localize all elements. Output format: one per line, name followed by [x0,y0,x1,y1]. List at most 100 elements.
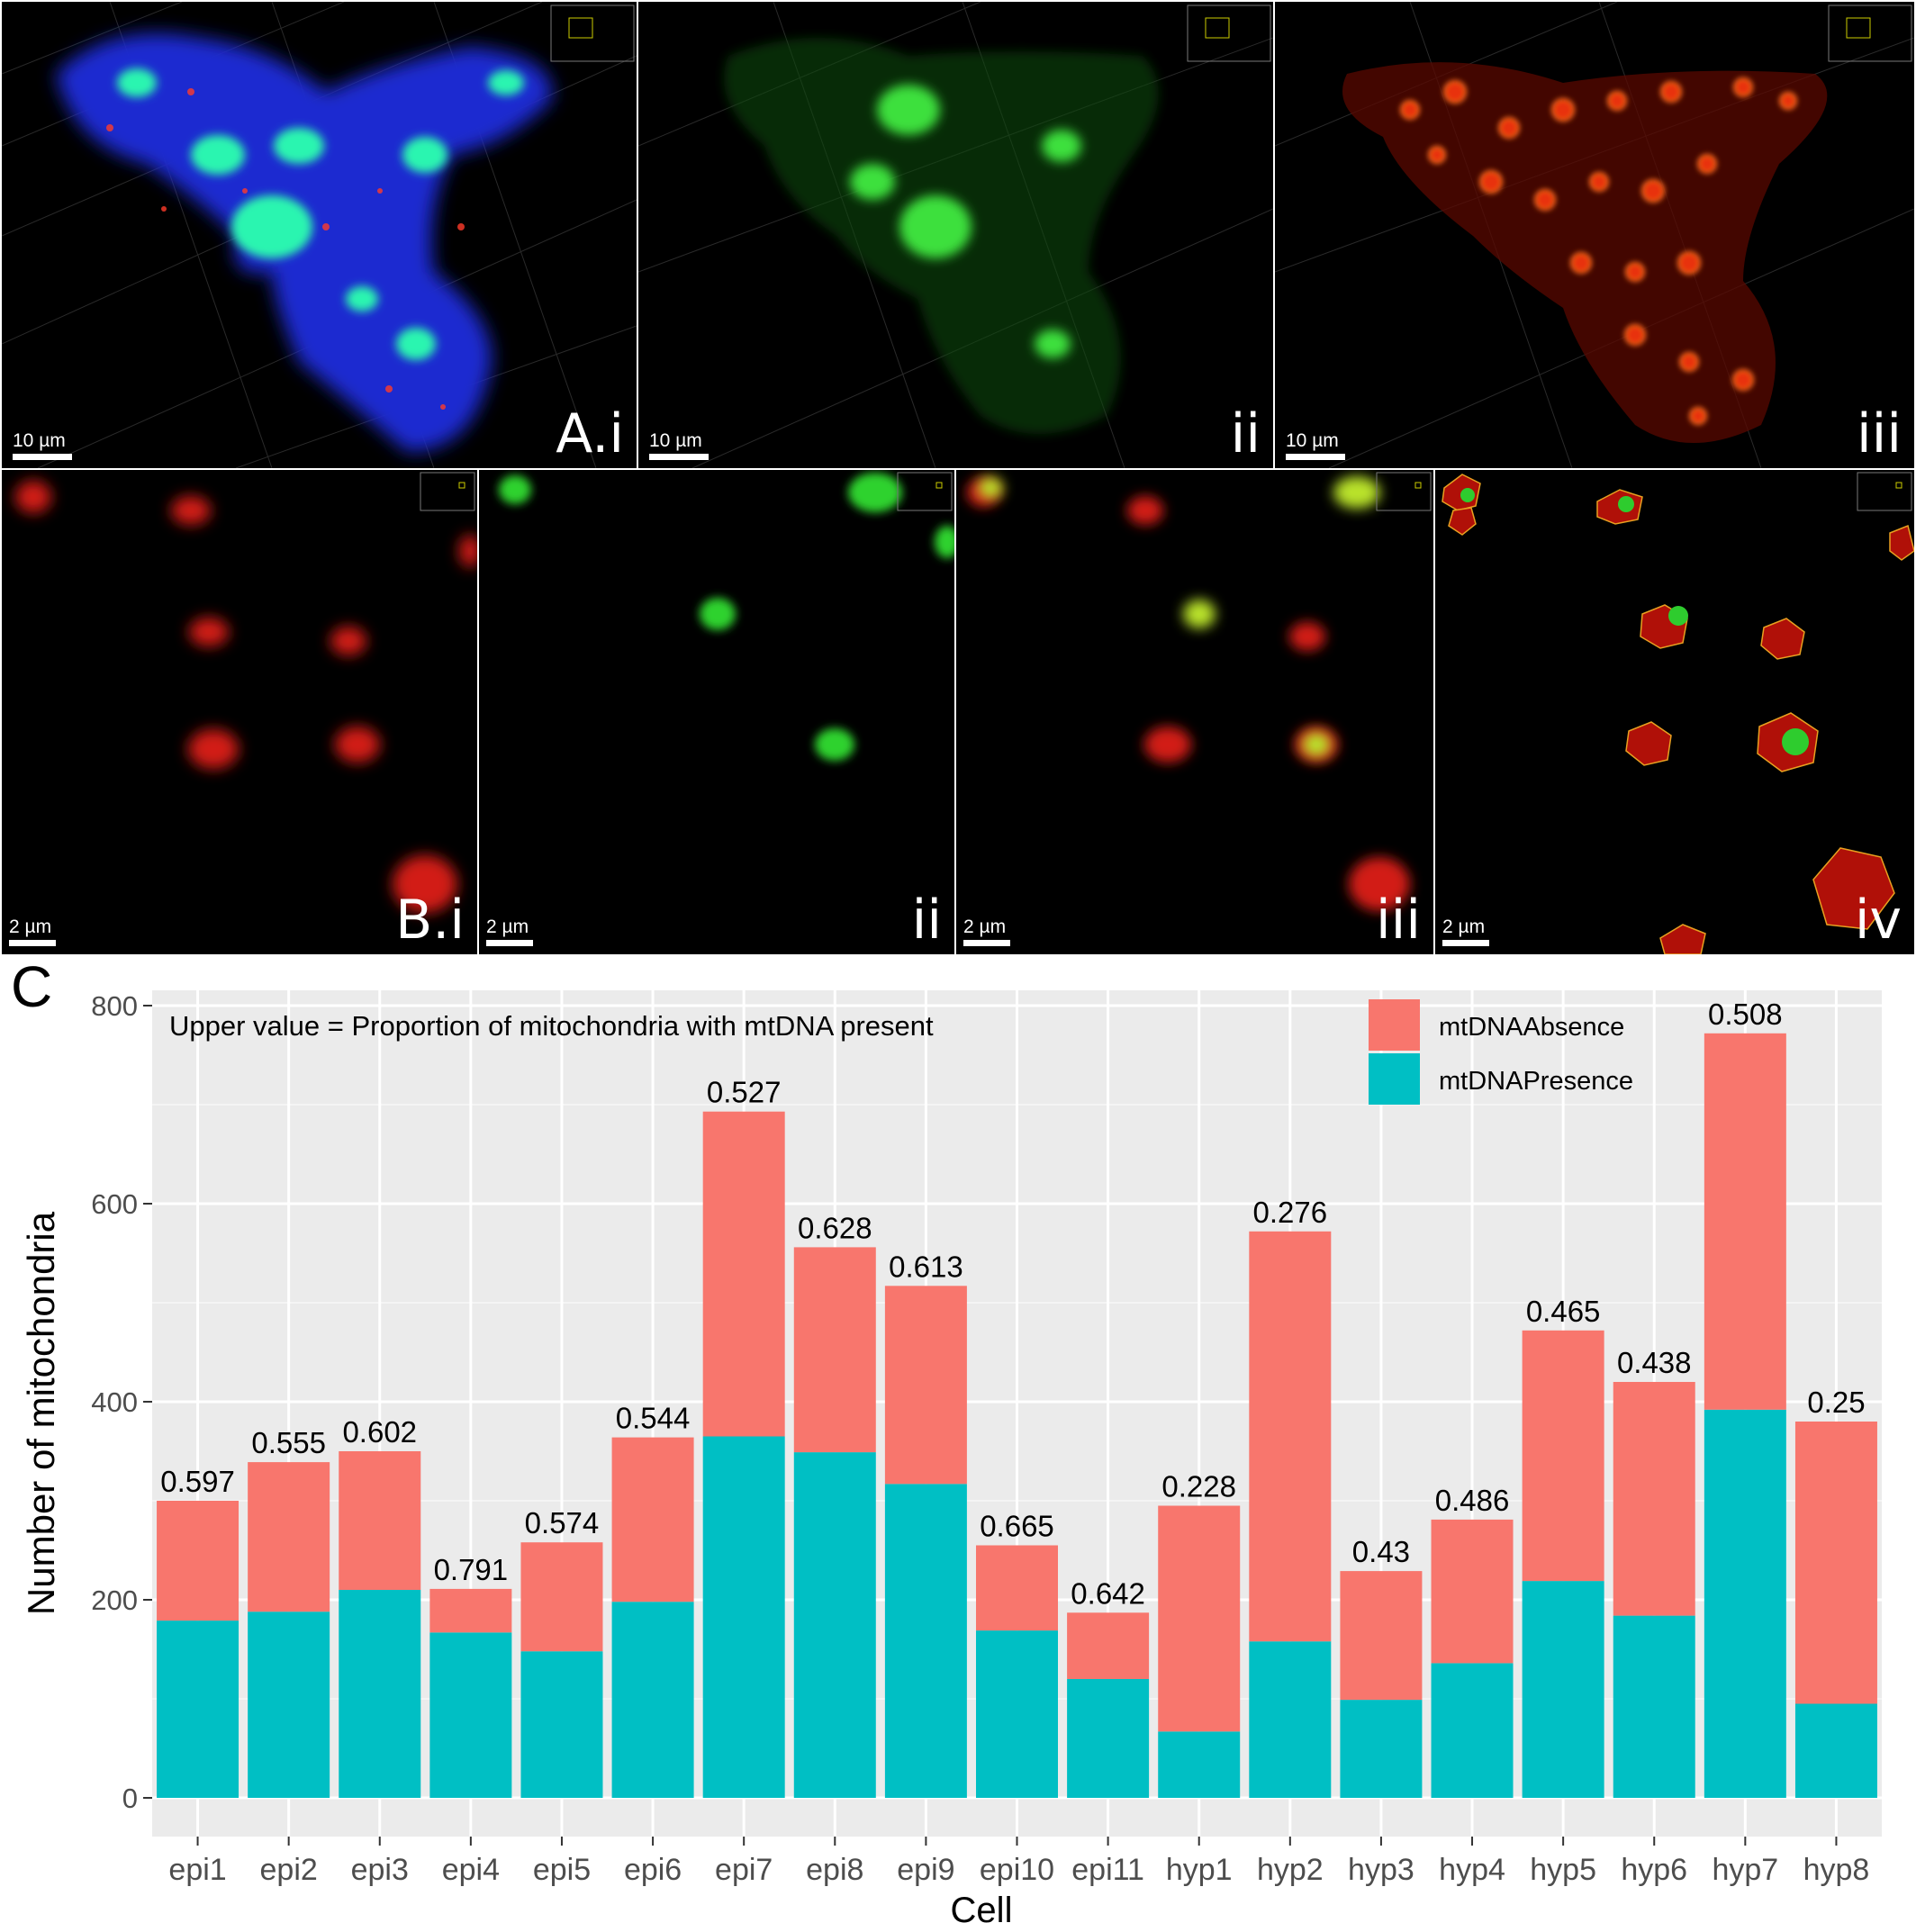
bar-segment-absence [1067,1612,1150,1679]
proportion-label: 0.574 [525,1506,600,1539]
bar-segment-absence [702,1111,785,1437]
bar-segment-presence [1340,1700,1423,1798]
panel-b-iv: 2 µm iv [1435,470,1914,954]
legend-label-absence: mtDNAAbsence [1439,1013,1624,1042]
x-tick-label: epi7 [715,1853,773,1887]
panel-label-b-iii: iii [1375,889,1421,952]
bar-segment-absence [1794,1422,1877,1704]
bar-segment-presence [520,1651,603,1798]
panel-b-iii-image [967,472,1432,911]
x-tick-label: hyp3 [1348,1853,1414,1887]
bar-segment-presence [1249,1641,1332,1798]
scale-label: 10 µm [13,430,66,451]
x-tick-label: epi4 [442,1853,500,1887]
bar-segment-absence [884,1286,967,1485]
scale-bar [963,940,1010,946]
x-tick-label: epi10 [980,1853,1054,1887]
panel-label-c: C [11,954,53,1019]
bar-segment-presence [1704,1409,1786,1798]
panel-a-iii: 10 µm iii [1275,2,1914,468]
x-tick-label: hyp2 [1257,1853,1324,1887]
x-tick-label: epi1 [168,1853,226,1887]
scale-bar [649,454,709,460]
panel-label-b-ii: ii [911,889,942,952]
bar-segment-presence [884,1484,967,1798]
bar-segment-absence [1431,1519,1514,1664]
proportion-label: 0.555 [251,1426,326,1459]
bar-segment-presence [248,1612,330,1798]
bar-segment-absence [1522,1330,1604,1582]
x-tick-label: hyp7 [1712,1853,1778,1887]
panel-b-iv-image [1442,472,1914,954]
y-tick-label: 600 [91,1188,138,1220]
panel-b-i: 2 µm B.i [2,470,477,954]
bar-segment-presence [339,1590,421,1798]
scale-bar [13,454,72,460]
stacked-bar-chart: 0.597 0.555 0.602 0.791 0.574 0.544 0.527 0.628… [20,990,1882,1930]
panel-a-ii: 10 µm ii [638,2,1273,468]
bar-segment-presence [1794,1703,1877,1798]
bar-segment-absence [520,1542,603,1652]
bar-segment-presence [611,1602,694,1798]
x-tick-label: epi5 [533,1853,591,1887]
proportion-label: 0.43 [1352,1535,1410,1568]
proportion-label: 0.665 [980,1510,1054,1543]
panel-label-a-ii: ii [1230,402,1261,465]
bar-segment-presence [702,1436,785,1798]
scale-label: 2 µm [963,916,1007,937]
proportion-label: 0.465 [1526,1295,1601,1328]
x-tick-label: epi11 [1071,1853,1144,1887]
scale-label: 10 µm [649,430,702,451]
y-axis: 0 200 400 600 800 [91,990,152,1814]
panel-a-i-image [2,2,637,468]
panel-b-ii-image [499,472,954,761]
proportion-label: 0.276 [1253,1196,1328,1229]
proportion-label: 0.628 [798,1211,872,1244]
x-tick-label: epi2 [260,1853,318,1887]
bar-segment-presence [1067,1679,1150,1798]
bar-segment-absence [339,1451,421,1590]
proportion-labels: 0.597 0.555 0.602 0.791 0.574 0.544 0.527 0.628… [160,998,1865,1611]
proportion-label: 0.791 [434,1553,509,1586]
panel-b-i-image [15,472,477,913]
legend-label-presence: mtDNAPresence [1439,1067,1633,1096]
bar-segment-presence [429,1632,512,1798]
panel-label-a-i: A.i [556,402,624,465]
bar-segment-absence [1704,1033,1786,1410]
proportion-label: 0.486 [1435,1484,1510,1517]
scale-label: 2 µm [486,916,529,937]
y-tick-label: 0 [122,1783,138,1814]
panel-b-iii: 2 µm iii [956,470,1433,954]
proportion-label: 0.25 [1807,1386,1865,1419]
scale-label: 2 µm [9,916,52,937]
x-tick-label: hyp4 [1439,1853,1505,1887]
scale-label: 2 µm [1442,916,1486,937]
scale-bar [1442,940,1489,946]
x-tick-label: hyp1 [1166,1853,1233,1887]
panel-a-iii-image [1275,2,1914,468]
bar-segment-absence [1249,1231,1332,1642]
bar-segment-presence [1522,1581,1604,1798]
legend-swatch-absence [1369,999,1420,1051]
x-tick-label: epi9 [897,1853,954,1887]
bar-segment-absence [248,1462,330,1612]
scale-bar [486,940,533,946]
proportion-label: 0.228 [1161,1470,1236,1503]
bar-segment-presence [976,1630,1058,1798]
x-tick-label: epi8 [806,1853,863,1887]
proportion-label: 0.597 [160,1465,235,1498]
bar-segment-absence [1158,1505,1241,1732]
x-tick-label: epi6 [624,1853,682,1887]
proportion-label: 0.544 [616,1402,691,1435]
y-tick-label: 800 [91,990,138,1022]
scale-bar [9,940,56,946]
bar-segment-absence [793,1247,876,1453]
proportion-label: 0.438 [1617,1346,1692,1379]
bar-segment-presence [157,1621,240,1798]
bar-segment-absence [1613,1382,1695,1616]
bar-segment-absence [429,1588,512,1633]
panel-a-ii-image [638,2,1273,468]
bars [157,1033,1877,1798]
bar-segment-presence [1613,1615,1695,1798]
proportion-label: 0.642 [1071,1576,1145,1610]
